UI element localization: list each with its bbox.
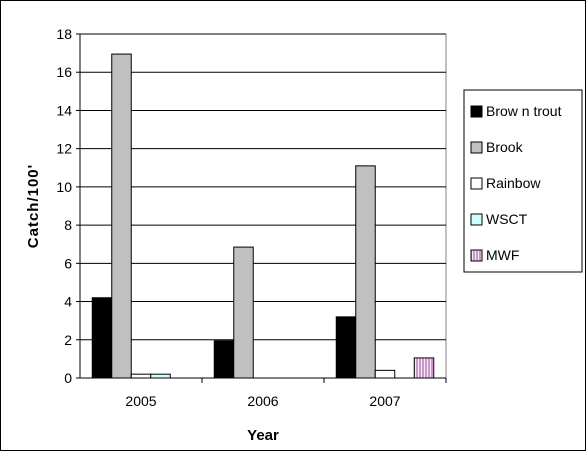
gridlines [79,33,447,379]
y-tick-label: 2 [64,332,72,348]
bar-brook-2005 [111,53,132,379]
y-tick-label: 12 [56,141,72,157]
bar-wsct-2005 [150,373,171,379]
legend-label: Brow n trout [486,103,562,119]
bar-rainbow-2005 [130,373,152,379]
legend-label: Rainbow [486,175,541,191]
legend-swatch [470,213,483,226]
y-tick-label: 14 [56,102,72,118]
x-tick-labels: 2005 2006 2007 [125,393,400,409]
legend-swatch [470,177,483,190]
y-tick-label: 6 [64,255,72,271]
x-tick-label: 2005 [125,393,156,409]
y-tick-labels: 0 2 4 6 8 10 12 14 16 18 [56,26,72,386]
legend: Brow n trout Brook Rainbow WSCT MWF [463,89,583,273]
bar-mwf-2007 [413,357,435,379]
legend-box [463,89,583,273]
legend-label: Brook [486,139,524,155]
y-tick-label: 10 [56,179,72,195]
legend-label: MWF [486,247,519,263]
legend-swatch [470,249,483,262]
y-tick-label: 16 [56,64,72,80]
y-tick-label: 0 [64,370,72,386]
y-tick-label: 4 [64,294,72,310]
legend-swatch [470,105,483,118]
bars-group [91,53,435,379]
x-tick-label: 2006 [247,393,278,409]
bar-brow-n-trout-2005 [91,297,113,379]
y-tick-label: 18 [56,26,72,42]
bar-brook-2006 [233,246,254,379]
y-tick-label: 8 [64,217,72,233]
bar-rainbow-2007 [374,369,396,379]
y-axis-title: Catch/100' [25,164,42,248]
axes [76,33,447,383]
legend-swatch [470,141,483,154]
bar-brow-n-trout-2007 [335,316,357,379]
legend-label: WSCT [486,211,528,227]
bar-brook-2007 [355,165,376,379]
x-tick-label: 2007 [369,393,400,409]
x-axis-title: Year [247,427,279,444]
bar-brow-n-trout-2006 [213,340,235,379]
plot-area-border [79,33,447,379]
